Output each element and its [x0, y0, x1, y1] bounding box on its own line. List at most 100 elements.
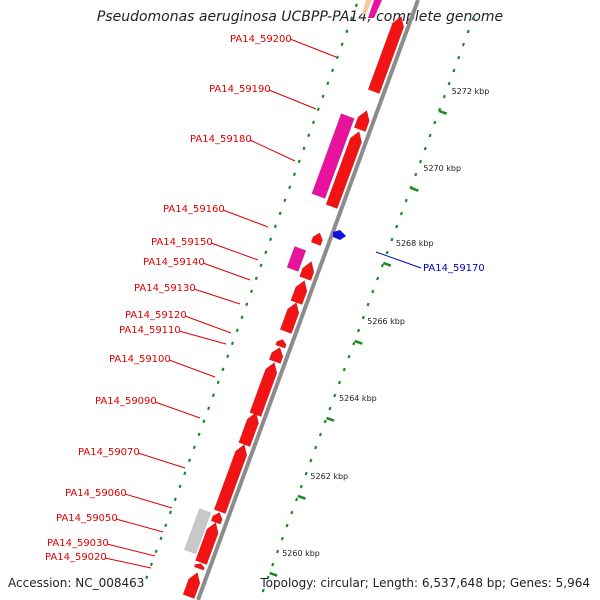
tick-mark: [357, 328, 361, 333]
scale-tick: [297, 494, 306, 500]
tick-mark: [337, 380, 342, 385]
tick-mark: [347, 354, 351, 359]
tick-mark: [249, 289, 254, 294]
gene-arrow: [238, 412, 259, 448]
tick-mark: [285, 523, 289, 528]
scale-label: 5266 kbp: [367, 317, 405, 326]
gene-label: PA14_59130: [134, 283, 196, 294]
tick-mark: [211, 393, 215, 398]
accession-text: Accession: NC_008463: [8, 576, 145, 590]
tick-mark: [333, 393, 337, 398]
tick-mark: [318, 432, 322, 437]
gene-label: PA14_59100: [109, 354, 171, 365]
tick-mark: [466, 29, 470, 34]
tick-mark: [399, 211, 404, 216]
tick-mark: [447, 81, 451, 86]
gene-label: PA14_59020: [45, 552, 107, 563]
gene-arrow: [299, 261, 315, 282]
leader-line: [106, 543, 156, 557]
tick-mark: [376, 276, 380, 281]
gene-arrow: [353, 110, 370, 133]
gene-label: PA14_59090: [95, 396, 157, 407]
tick-mark: [385, 250, 389, 255]
tick-mark: [269, 237, 273, 242]
tick-mark: [168, 510, 173, 515]
leader-line: [115, 518, 164, 533]
tick-mark: [159, 536, 163, 541]
tick-mark: [321, 94, 325, 99]
tick-mark: [302, 146, 306, 151]
gene-label: PA14_59150: [151, 237, 213, 248]
gene-arrow: [249, 362, 278, 418]
tick-mark: [328, 406, 332, 411]
gene-label: PA14_59160: [163, 204, 225, 215]
gene-arrow: [268, 347, 284, 365]
gene-label: PA14_59170: [423, 263, 485, 274]
tick-mark: [295, 497, 299, 502]
tick-mark: [438, 107, 442, 112]
tick-mark: [240, 315, 244, 320]
tick-mark: [297, 159, 301, 164]
tick-mark: [230, 341, 235, 346]
gene-arrow: [213, 444, 248, 515]
gene-box: [286, 245, 307, 272]
tick-mark: [275, 549, 280, 554]
leader-line: [375, 251, 422, 269]
tick-mark: [361, 315, 365, 320]
tick-mark: [216, 380, 220, 385]
leader-line: [193, 288, 241, 305]
scale-label: 5260 kbp: [282, 549, 320, 558]
leader-line: [178, 330, 227, 345]
gene-label: PA14_59200: [230, 34, 292, 45]
tick-mark: [292, 172, 296, 177]
tick-mark: [192, 445, 196, 450]
tick-mark: [423, 146, 427, 151]
tick-mark: [235, 328, 239, 333]
scale-tick: [438, 109, 448, 115]
gene-label: PA14_59070: [78, 447, 140, 458]
tick-mark: [264, 250, 268, 255]
tick-mark: [323, 419, 327, 424]
tick-mark: [178, 484, 182, 489]
gene-arrow: [325, 131, 362, 210]
tick-mark: [221, 367, 225, 372]
gene-arrow: [195, 522, 219, 566]
tick-mark: [245, 302, 249, 307]
gene-label: PA14_59050: [56, 513, 118, 524]
tick-mark: [352, 341, 356, 346]
gene-box: [184, 508, 212, 555]
scale-label: 5268 kbp: [396, 239, 434, 248]
tick-mark: [428, 133, 432, 138]
tick-mark: [354, 3, 358, 8]
tick-mark: [335, 55, 339, 60]
tick-mark: [316, 107, 320, 112]
tick-mark: [414, 172, 418, 177]
tick-mark: [149, 562, 153, 567]
tick-mark: [280, 536, 284, 541]
scale-label: 5262 kbp: [310, 472, 348, 481]
leader-line: [222, 209, 269, 228]
tick-mark: [404, 198, 408, 203]
leader-line: [168, 359, 216, 378]
gene-arrow: [310, 232, 323, 246]
tick-mark: [461, 42, 465, 47]
leader-line: [137, 452, 186, 469]
tick-mark: [207, 406, 211, 411]
tick-mark: [271, 562, 275, 567]
gene-arrow: [210, 512, 223, 525]
leader-line: [184, 315, 232, 334]
tick-mark: [326, 81, 330, 86]
tick-mark: [202, 419, 206, 424]
scale-tick: [382, 261, 392, 267]
summary-text: Topology: circular; Length: 6,537,648 bp…: [260, 576, 590, 590]
scale-label: 5264 kbp: [339, 394, 377, 403]
tick-mark: [266, 575, 270, 580]
tick-mark: [154, 549, 158, 554]
gene-arrow: [279, 302, 300, 335]
leader-line: [104, 557, 152, 569]
tick-mark: [390, 237, 394, 242]
tick-mark: [371, 289, 375, 294]
scale-tick: [354, 339, 363, 345]
